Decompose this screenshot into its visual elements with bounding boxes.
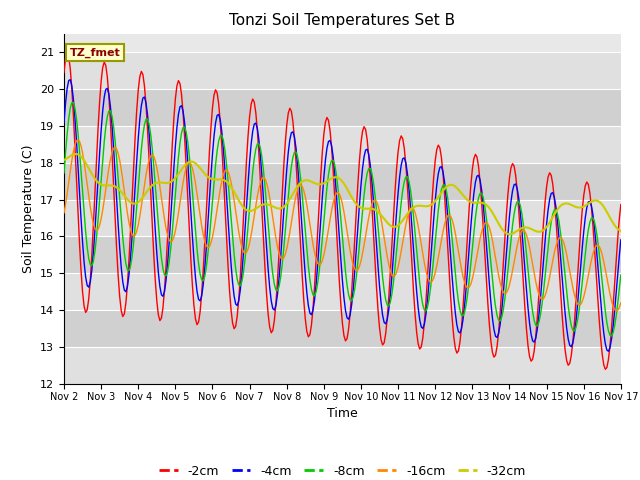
-2cm	[63, 50, 71, 56]
-32cm	[77, 154, 85, 159]
Bar	[64, 200, 621, 237]
-4cm	[379, 312, 387, 318]
-8cm	[608, 333, 616, 339]
Line: -2cm: -2cm	[64, 53, 621, 369]
Title: Tonzi Soil Temperatures Set B: Tonzi Soil Temperatures Set B	[229, 13, 456, 28]
-2cm	[602, 366, 609, 372]
-32cm	[72, 151, 80, 157]
-8cm	[77, 168, 85, 174]
Bar	[64, 237, 621, 273]
Bar	[64, 163, 621, 200]
-16cm	[550, 250, 558, 256]
Text: TZ_fmet: TZ_fmet	[70, 48, 120, 58]
-2cm	[410, 289, 417, 295]
-4cm	[605, 348, 612, 354]
-8cm	[397, 200, 405, 205]
X-axis label: Time: Time	[327, 407, 358, 420]
-16cm	[612, 308, 620, 314]
Legend: -2cm, -4cm, -8cm, -16cm, -32cm: -2cm, -4cm, -8cm, -16cm, -32cm	[154, 460, 531, 480]
-4cm	[550, 194, 558, 200]
-2cm	[165, 203, 173, 209]
Bar	[64, 89, 621, 126]
-8cm	[165, 259, 173, 265]
-32cm	[410, 204, 417, 210]
-16cm	[165, 237, 173, 243]
Line: -4cm: -4cm	[64, 80, 621, 351]
-2cm	[550, 196, 558, 202]
Bar	[64, 310, 621, 347]
-32cm	[397, 219, 405, 225]
-4cm	[617, 237, 625, 243]
Bar	[64, 347, 621, 384]
Bar	[64, 273, 621, 310]
-32cm	[617, 228, 625, 234]
-2cm	[379, 342, 387, 348]
-32cm	[165, 180, 173, 185]
-2cm	[617, 202, 625, 207]
-32cm	[60, 157, 68, 163]
-8cm	[379, 275, 387, 280]
-16cm	[617, 300, 625, 306]
-16cm	[410, 206, 417, 212]
-8cm	[617, 272, 625, 278]
-8cm	[69, 99, 77, 105]
-4cm	[67, 77, 74, 83]
-16cm	[74, 137, 82, 143]
-8cm	[410, 214, 417, 219]
-16cm	[60, 210, 68, 216]
-2cm	[60, 70, 68, 75]
-2cm	[397, 133, 405, 139]
Line: -32cm: -32cm	[64, 154, 621, 234]
-4cm	[410, 247, 417, 253]
Line: -8cm: -8cm	[64, 102, 621, 336]
-4cm	[77, 215, 85, 221]
-16cm	[379, 225, 387, 231]
-2cm	[77, 267, 85, 273]
-8cm	[60, 170, 68, 176]
-32cm	[506, 231, 513, 237]
-4cm	[165, 239, 173, 245]
-8cm	[550, 207, 558, 213]
Bar	[64, 126, 621, 163]
-16cm	[397, 249, 405, 254]
Bar	[64, 52, 621, 89]
-16cm	[77, 143, 85, 149]
Y-axis label: Soil Temperature (C): Soil Temperature (C)	[22, 144, 35, 273]
-4cm	[60, 120, 68, 126]
Line: -16cm: -16cm	[64, 140, 621, 311]
-32cm	[379, 214, 387, 220]
-4cm	[397, 162, 405, 168]
-32cm	[552, 209, 559, 215]
